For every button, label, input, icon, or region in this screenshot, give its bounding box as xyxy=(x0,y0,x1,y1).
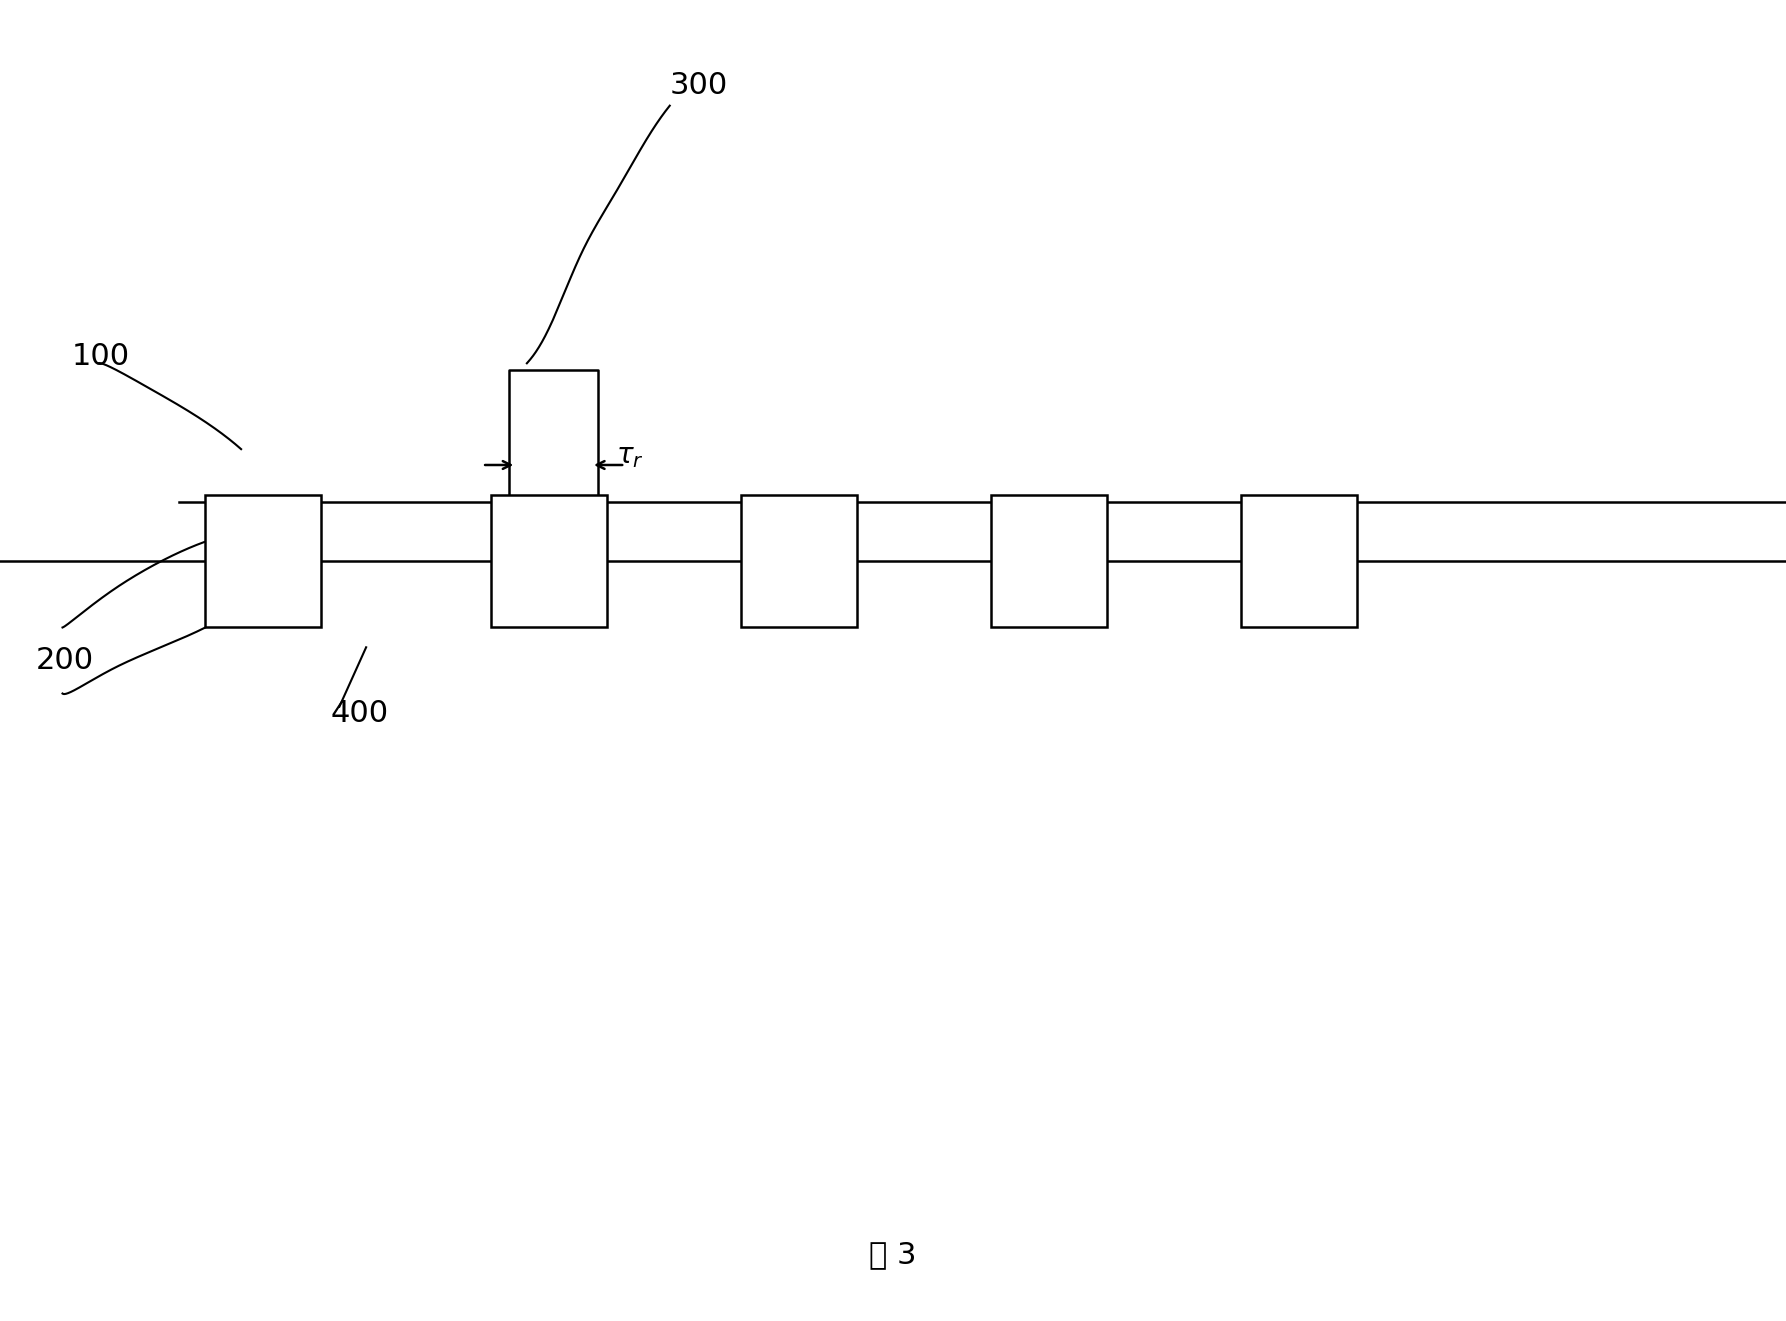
Bar xyxy=(741,495,857,627)
Bar xyxy=(1241,495,1357,627)
Bar xyxy=(205,495,321,627)
Text: 200: 200 xyxy=(36,646,95,675)
Text: 图 3: 图 3 xyxy=(870,1240,916,1269)
Bar xyxy=(491,495,607,627)
Text: 400: 400 xyxy=(330,699,389,728)
Bar xyxy=(991,495,1107,627)
Text: 300: 300 xyxy=(670,71,729,100)
Text: 100: 100 xyxy=(71,342,130,371)
Text: $\tau_r$: $\tau_r$ xyxy=(616,441,645,470)
